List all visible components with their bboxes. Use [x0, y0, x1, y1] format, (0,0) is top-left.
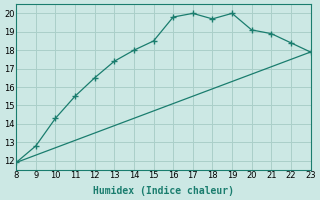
X-axis label: Humidex (Indice chaleur): Humidex (Indice chaleur): [93, 186, 234, 196]
